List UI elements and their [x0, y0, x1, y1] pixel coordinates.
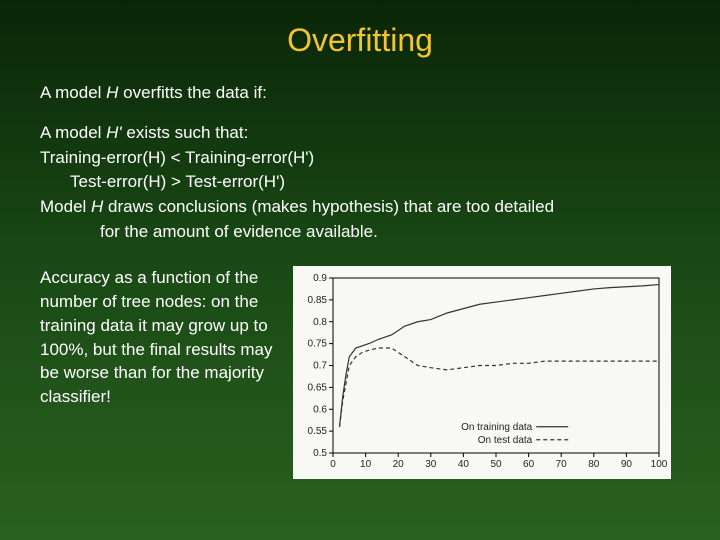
- l1a: A model: [40, 123, 106, 142]
- svg-text:70: 70: [556, 459, 568, 470]
- svg-text:0.5: 0.5: [313, 448, 327, 459]
- def-line-2: Training-error(H) < Training-error(H'): [40, 146, 680, 171]
- svg-text:90: 90: [621, 459, 633, 470]
- svg-text:60: 60: [523, 459, 535, 470]
- svg-text:50: 50: [490, 459, 502, 470]
- svg-text:0: 0: [330, 459, 336, 470]
- svg-text:0.85: 0.85: [308, 295, 328, 306]
- l4h: H: [91, 197, 103, 216]
- l1b: exists such that:: [122, 123, 249, 142]
- def-line-5: for the amount of evidence available.: [40, 220, 680, 245]
- svg-text:40: 40: [458, 459, 470, 470]
- intro-a: A model: [40, 83, 106, 102]
- svg-text:0.7: 0.7: [313, 361, 327, 372]
- slide-title: Overfitting: [40, 22, 680, 59]
- svg-text:30: 30: [425, 459, 437, 470]
- intro-h: H: [106, 83, 118, 102]
- intro-line: A model H overfitts the data if:: [40, 83, 680, 103]
- l4a: Model: [40, 197, 91, 216]
- def-line-1: A model H' exists such that:: [40, 121, 680, 146]
- svg-text:80: 80: [588, 459, 600, 470]
- def-line-3: Test-error(H) > Test-error(H'): [40, 170, 680, 195]
- svg-text:20: 20: [393, 459, 405, 470]
- svg-text:On test data: On test data: [478, 435, 533, 446]
- l1h: H': [106, 123, 122, 142]
- svg-text:0.8: 0.8: [313, 317, 327, 328]
- svg-text:10: 10: [360, 459, 372, 470]
- svg-text:0.6: 0.6: [313, 404, 327, 415]
- svg-text:0.9: 0.9: [313, 273, 327, 284]
- def-line-4: Model H draws conclusions (makes hypothe…: [40, 195, 680, 220]
- definition-block: A model H' exists such that: Training-er…: [40, 121, 680, 244]
- chart-svg: 0 10 20 30 40 50 60 70 80 90 100 0.5 0.55 0.6 0.65 0.7 0…: [297, 270, 667, 475]
- svg-text:0.65: 0.65: [308, 383, 328, 394]
- accuracy-text: Accuracy as a function of the number of …: [40, 266, 275, 409]
- svg-text:0.55: 0.55: [308, 426, 328, 437]
- svg-text:100: 100: [651, 459, 667, 470]
- l4b: draws conclusions (makes hypothesis) tha…: [103, 197, 554, 216]
- svg-text:On training data: On training data: [461, 422, 533, 433]
- intro-b: overfitts the data if:: [118, 83, 266, 102]
- accuracy-chart: 0 10 20 30 40 50 60 70 80 90 100 0.5 0.55 0.6 0.65 0.7 0…: [293, 266, 671, 479]
- svg-text:0.75: 0.75: [308, 339, 328, 350]
